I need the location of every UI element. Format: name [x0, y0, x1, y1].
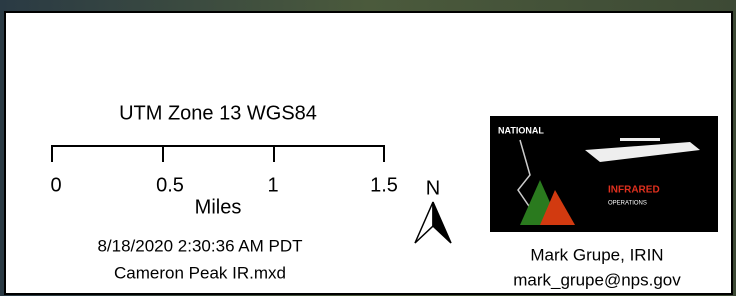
logo: NATIONAL INFRARED OPERATIONS — [490, 116, 718, 232]
scale-title: UTM Zone 13 WGS84 — [119, 102, 317, 124]
scale-label: 0 — [50, 174, 61, 196]
logo-line: OPERATIONS — [608, 201, 647, 207]
scale-label: 0.5 — [156, 174, 184, 196]
logo-line: INFRARED — [608, 185, 660, 196]
scale-label: 1.5 — [370, 174, 398, 196]
page: {"scale_bar": {"title": "UTM Zone 13 WGS… — [0, 0, 736, 296]
credit-name: Mark Grupe, IRIN — [530, 245, 663, 264]
credit-email: mark_grupe@nps.gov — [513, 270, 681, 289]
map-document: Cameron Peak IR.mxd — [114, 263, 286, 282]
north-label: N — [426, 177, 440, 199]
scale-unit: Miles — [195, 196, 242, 218]
logo-line: NATIONAL — [498, 125, 544, 135]
map-legend: UTM Zone 13 WGS84 0 0.5 1 1.5 Miles N 8/… — [0, 0, 736, 296]
scale-label: 1 — [267, 174, 278, 196]
map-datetime: 8/18/2020 2:30:36 AM PDT — [97, 236, 302, 255]
